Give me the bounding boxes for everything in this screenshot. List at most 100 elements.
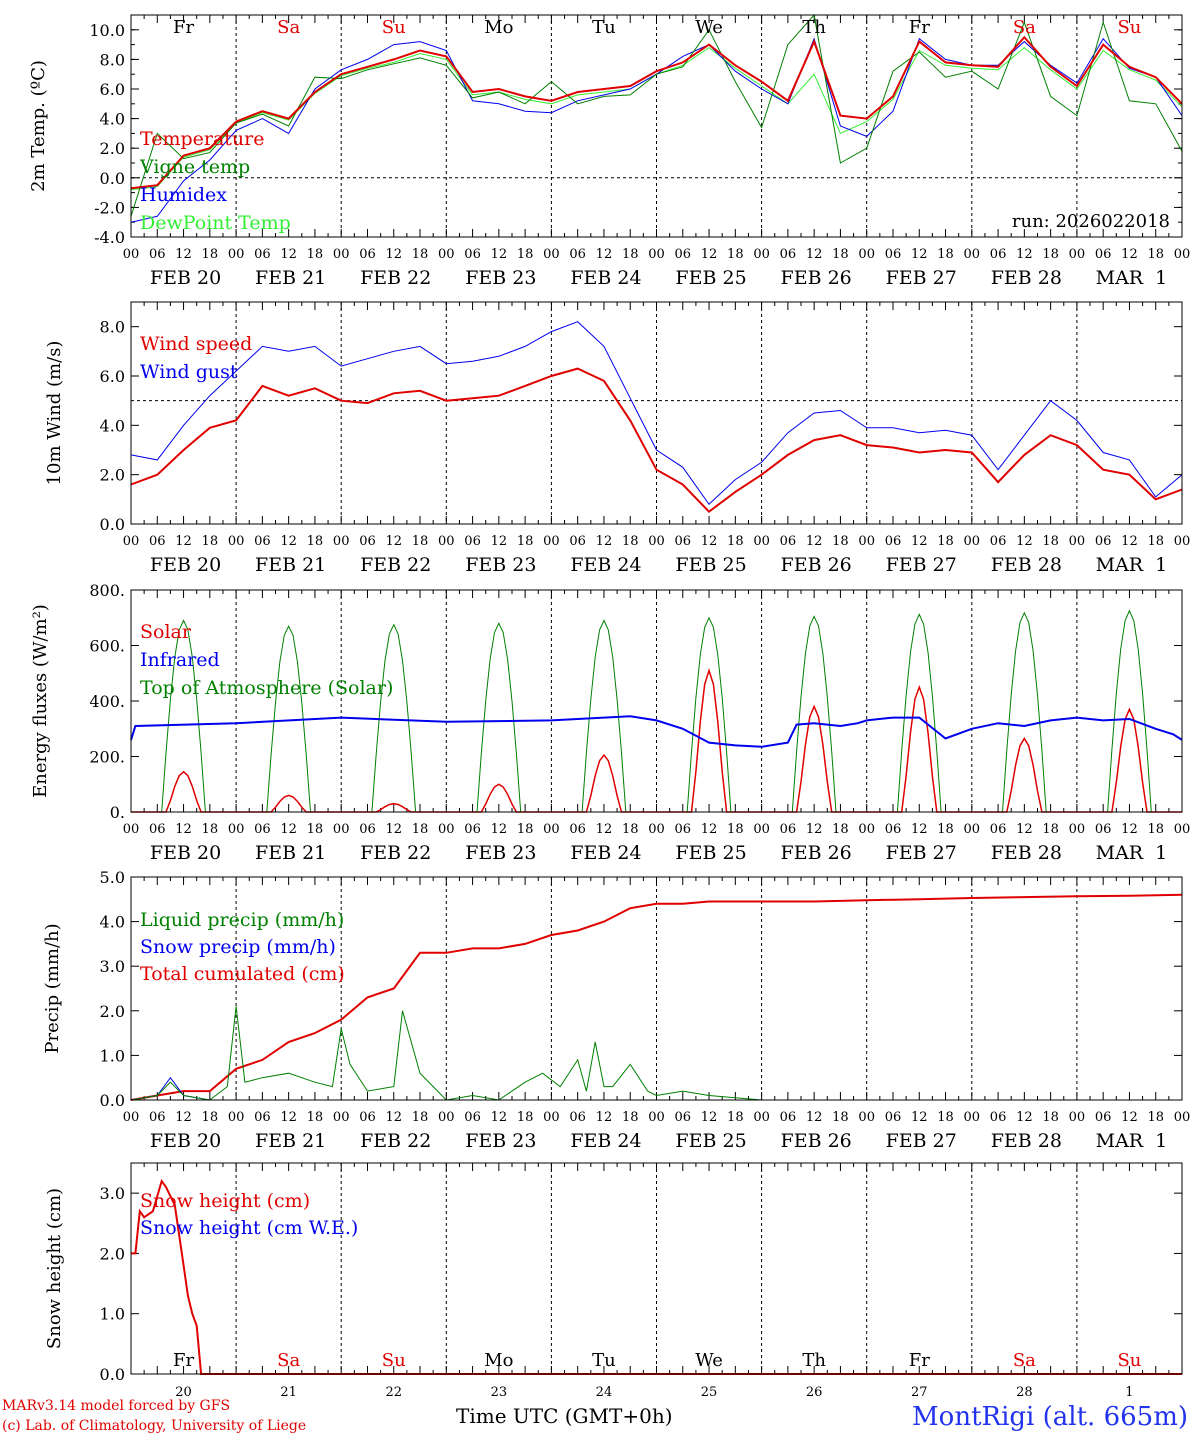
day-of-week-label: Th — [802, 17, 826, 38]
hour-tick-label: 18 — [937, 247, 954, 262]
y-axis-label: Precip (mm/h) — [42, 923, 63, 1053]
day-of-week-label: Fr — [909, 1350, 930, 1371]
hour-tick-label: 00 — [333, 247, 350, 262]
y-axis-label: 2m Temp. (ºC) — [28, 60, 49, 192]
hour-tick-label: 12 — [701, 1110, 718, 1125]
hour-tick-label: 00 — [123, 247, 140, 262]
hour-tick-label: 06 — [464, 1110, 481, 1125]
day-number-label: 1 — [1125, 1385, 1133, 1400]
y-tick-label: 1.0 — [100, 1046, 125, 1065]
legend-entry: Temperature — [140, 128, 264, 150]
legend-entry: Humidex — [140, 184, 227, 206]
hour-tick-label: 12 — [806, 1110, 823, 1125]
hour-tick-label: 12 — [175, 822, 192, 837]
y-tick-label: 8.0 — [100, 50, 125, 69]
hour-tick-label: 06 — [254, 1110, 271, 1125]
hour-tick-label: 00 — [1174, 1110, 1191, 1125]
day-of-week-label: We — [695, 1350, 723, 1371]
hour-tick-label: 00 — [438, 534, 455, 549]
hour-tick-label: 18 — [307, 534, 324, 549]
hour-tick-label: 00 — [648, 247, 665, 262]
date-label: FEB 22 — [360, 554, 431, 576]
hour-tick-label: 06 — [254, 534, 271, 549]
hour-tick-label: 18 — [517, 1110, 534, 1125]
hour-tick-label: 12 — [491, 534, 508, 549]
date-label: FEB 25 — [675, 267, 746, 289]
date-label: FEB 21 — [255, 554, 326, 576]
hour-tick-label: 00 — [543, 1110, 560, 1125]
series-line — [130, 13, 1183, 217]
hour-tick-label: 06 — [780, 534, 797, 549]
day-number-label: 21 — [280, 1385, 297, 1400]
y-tick-label: 0.0 — [100, 1091, 125, 1110]
hour-tick-label: 18 — [727, 822, 744, 837]
hour-tick-label: 00 — [964, 247, 981, 262]
hour-tick-label: 00 — [858, 822, 875, 837]
hour-tick-label: 18 — [1147, 822, 1164, 837]
y-tick-label: 10.0 — [89, 21, 125, 40]
date-label: FEB 21 — [255, 842, 326, 864]
hour-tick-label: 06 — [464, 247, 481, 262]
hour-tick-label: 06 — [359, 534, 376, 549]
hour-tick-label: 00 — [123, 822, 140, 837]
date-label: FEB 27 — [886, 267, 957, 289]
hour-tick-label: 06 — [675, 1110, 692, 1125]
station-title: MontRigi (alt. 665m) — [912, 1402, 1188, 1432]
date-label: FEB 25 — [675, 1130, 746, 1152]
hour-tick-label: 06 — [675, 534, 692, 549]
y-tick-label: 200. — [89, 748, 125, 767]
date-label: MAR 1 — [1096, 554, 1168, 576]
y-tick-label: 8.0 — [100, 318, 125, 337]
hour-tick-label: 06 — [990, 534, 1007, 549]
hour-tick-label: 00 — [964, 1110, 981, 1125]
hour-tick-label: 00 — [123, 1110, 140, 1125]
hour-tick-label: 06 — [780, 822, 797, 837]
credit-lab: (c) Lab. of Climatology, University of L… — [2, 1418, 307, 1434]
y-tick-label: 2.0 — [100, 139, 125, 158]
date-label: FEB 28 — [991, 1130, 1062, 1152]
y-tick-label: 0. — [110, 803, 125, 822]
hour-tick-label: 12 — [385, 247, 402, 262]
y-tick-label: 3.0 — [100, 957, 125, 976]
day-of-week-label: Tu — [592, 17, 616, 38]
day-of-week-label: Tu — [592, 1350, 616, 1371]
legend-entry: DewPoint Temp — [140, 212, 291, 234]
hour-tick-label: 12 — [1016, 1110, 1033, 1125]
plot-frame — [130, 876, 1183, 1101]
hour-tick-label: 06 — [149, 1110, 166, 1125]
run-annotation: run: 2026022018 — [1012, 211, 1170, 232]
hour-tick-label: 00 — [333, 534, 350, 549]
hour-tick-label: 18 — [622, 247, 639, 262]
hour-tick-label: 18 — [1042, 534, 1059, 549]
hour-tick-label: 06 — [990, 247, 1007, 262]
y-tick-label: 0.0 — [100, 1365, 125, 1384]
hour-tick-label: 12 — [596, 1110, 613, 1125]
hour-tick-label: 06 — [990, 1110, 1007, 1125]
hour-tick-label: 06 — [885, 247, 902, 262]
day-number-label: 24 — [596, 1385, 613, 1400]
day-of-week-label: Sa — [277, 1350, 300, 1371]
hour-tick-label: 00 — [964, 822, 981, 837]
hour-tick-label: 00 — [228, 247, 245, 262]
hour-tick-label: 06 — [149, 822, 166, 837]
y-tick-label: 4.0 — [100, 913, 125, 932]
hour-tick-label: 18 — [307, 822, 324, 837]
hour-tick-label: 12 — [385, 822, 402, 837]
hour-tick-label: 06 — [885, 822, 902, 837]
hour-tick-label: 06 — [569, 822, 586, 837]
panel-energy: 0. 200. 400. 600. 800. Energy fluxes (W/m²) So… — [30, 581, 1190, 864]
hour-tick-label: 00 — [438, 822, 455, 837]
legend-entry: Wind speed — [140, 333, 252, 355]
hour-tick-label: 18 — [307, 247, 324, 262]
y-axis-label: Snow height (cm) — [44, 1188, 65, 1349]
hour-tick-label: 18 — [622, 534, 639, 549]
plot-frame — [130, 301, 1183, 525]
plot-frame — [130, 1162, 1183, 1375]
legend-entry: Solar — [140, 621, 192, 643]
hour-tick-label: 06 — [675, 247, 692, 262]
plot-frame — [130, 589, 1183, 813]
date-label: MAR 1 — [1096, 1130, 1168, 1152]
panel-temp: -4.0 -2.0 0.0 2.0 4.0 6.0 8.0 10.0 2m Temp. (ºC)… — [28, 13, 1190, 289]
date-label: FEB 27 — [886, 842, 957, 864]
hour-tick-label: 12 — [911, 822, 928, 837]
